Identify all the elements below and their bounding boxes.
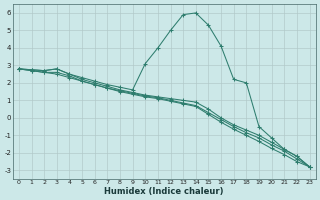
X-axis label: Humidex (Indice chaleur): Humidex (Indice chaleur) xyxy=(104,187,224,196)
